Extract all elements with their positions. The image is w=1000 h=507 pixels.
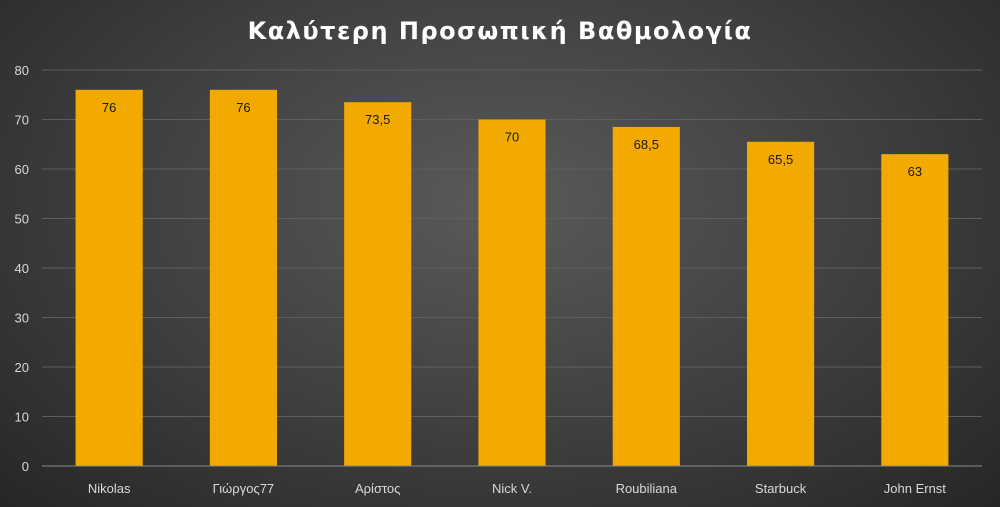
data-label: 68,5 <box>634 137 659 152</box>
y-tick-label: 20 <box>15 360 29 375</box>
bar <box>478 119 546 466</box>
y-tick-label: 10 <box>15 410 29 425</box>
bar <box>747 141 815 466</box>
y-axis-ticks: 0 10 20 30 40 50 60 70 80 <box>15 63 29 474</box>
bars <box>75 89 949 467</box>
bar <box>881 154 949 466</box>
x-tick-label: John Ernst <box>884 481 947 496</box>
x-tick-label: Nikolas <box>88 481 131 496</box>
y-tick-label: 30 <box>15 311 29 326</box>
y-tick-label: 40 <box>15 261 29 276</box>
data-label: 76 <box>102 100 116 115</box>
data-label: 65,5 <box>768 152 793 167</box>
x-axis-ticks: Nikolas Γιώργος77 Αρίστος Nick V. Roubiliana… <box>88 481 946 496</box>
x-tick-label: Γιώργος77 <box>213 481 275 496</box>
data-label: 70 <box>505 130 519 145</box>
x-tick-label: Roubiliana <box>616 481 678 496</box>
x-tick-label: Αρίστος <box>355 481 400 496</box>
chart-title: Καλύτερη Προσωπική Βαθμολογία <box>248 17 753 45</box>
bar <box>75 89 143 467</box>
bar <box>612 126 680 467</box>
x-tick-label: Nick V. <box>492 481 532 496</box>
y-tick-label: 50 <box>15 212 29 227</box>
y-tick-label: 80 <box>15 63 29 78</box>
data-label: 63 <box>908 164 922 179</box>
data-label: 76 <box>236 100 250 115</box>
y-tick-label: 60 <box>15 162 29 177</box>
y-tick-label: 70 <box>15 113 29 128</box>
x-tick-label: Starbuck <box>755 481 807 496</box>
bar <box>344 102 412 467</box>
data-labels: 76 76 73,5 70 68,5 65,5 63 <box>102 100 922 179</box>
data-label: 73,5 <box>365 112 390 127</box>
bar <box>209 89 277 467</box>
y-tick-label: 0 <box>22 459 29 474</box>
